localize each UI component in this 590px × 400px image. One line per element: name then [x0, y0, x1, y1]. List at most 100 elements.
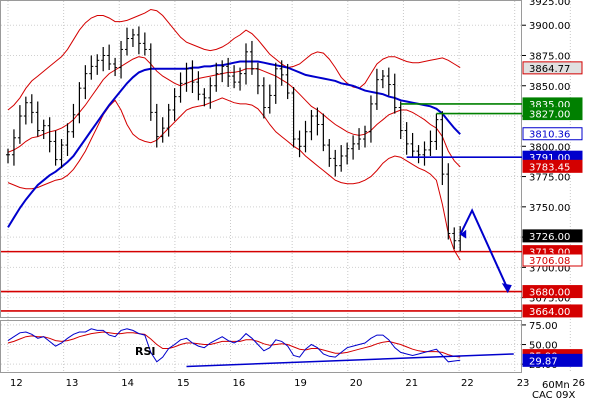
- price-bar: [255, 62, 260, 95]
- price-bar: [11, 129, 16, 166]
- price-tick-label-top: 3925.00: [529, 0, 570, 8]
- price-tag-bg: [522, 253, 583, 267]
- price-bar: [303, 120, 308, 153]
- horizontal-levels: [1, 103, 522, 312]
- price-tick-label: 3900.00: [529, 21, 570, 32]
- price-bar: [416, 145, 421, 164]
- x-tick-label: 20: [350, 378, 363, 389]
- price-bar: [202, 88, 207, 107]
- price-bar: [166, 103, 171, 137]
- price-tick-label: 3875.00: [529, 51, 570, 62]
- price-bar: [65, 123, 70, 156]
- price-bar: [309, 109, 314, 141]
- price-bar: [440, 111, 445, 186]
- price-tag: 3706.08: [522, 253, 583, 267]
- price-tag: 3783.45: [522, 159, 583, 173]
- price-tick-label: 3750.00: [529, 203, 570, 214]
- price-bar: [327, 139, 332, 167]
- price-tag-text: 3835.00: [529, 100, 570, 111]
- price-bar: [160, 117, 165, 143]
- price-bar: [363, 125, 367, 148]
- price-tick-label: 3700.00: [529, 263, 570, 274]
- timeframe-label: 60Mn: [542, 380, 570, 391]
- price-bar: [315, 107, 320, 136]
- price-bar: [357, 128, 362, 150]
- x-tick-label: 26: [572, 378, 585, 389]
- price-bar: [386, 67, 391, 96]
- price-bar: [380, 70, 385, 89]
- x-tick-label: 19: [294, 378, 307, 389]
- price-bar: [47, 117, 52, 153]
- price-bar: [23, 96, 28, 125]
- vertical-grid: [7, 1, 571, 372]
- price-bar: [6, 148, 10, 164]
- price-bar: [404, 122, 409, 155]
- rsi-panel-frame: [0, 320, 522, 373]
- price-bar: [261, 77, 266, 119]
- price-bar: [249, 40, 254, 75]
- price-tag-bg: [522, 229, 583, 243]
- price-tick-label: 3850.00: [529, 82, 570, 93]
- price-bar: [107, 44, 112, 71]
- price-bar: [95, 54, 100, 75]
- price-bar: [172, 88, 177, 121]
- price-bar: [17, 105, 22, 144]
- rsi-line: [7, 328, 461, 363]
- x-tick-label: 23: [517, 378, 530, 389]
- price-bar: [35, 101, 40, 137]
- rsi-lines: [7, 328, 514, 368]
- price-tag-text: 3680.00: [529, 288, 570, 299]
- price-panel-frame: [0, 0, 522, 318]
- rsi-signal-line: [7, 331, 461, 358]
- price-tag: 3864.77: [522, 61, 583, 75]
- price-bar: [53, 130, 58, 166]
- x-tick-label: 21: [405, 378, 418, 389]
- x-axis: 12 13 14 15 16 19 20 21 22 23 26: [10, 378, 585, 389]
- price-bar: [428, 130, 433, 156]
- x-tick-label: 16: [233, 378, 246, 389]
- arrow-path: [459, 208, 509, 290]
- arrow-head: [501, 283, 512, 294]
- price-bar: [142, 32, 147, 56]
- price-bar: [244, 43, 248, 85]
- price-tag-text: 3791.00: [529, 153, 570, 164]
- price-bar: [101, 47, 106, 72]
- rsi-tag-bg: [522, 353, 583, 367]
- price-tag-text: 3783.45: [529, 162, 570, 173]
- price-tag-text: 3864.77: [529, 64, 570, 75]
- price-tag: 3827.00: [522, 107, 583, 121]
- ma-line: [7, 60, 461, 228]
- price-bar: [59, 139, 64, 169]
- price-tag-text: 3726.00: [529, 232, 570, 243]
- price-bar: [130, 28, 135, 48]
- price-bar: [226, 57, 231, 87]
- price-bar: [333, 149, 338, 177]
- price-tag-text: 3706.08: [529, 256, 570, 267]
- rsi-tag: 29.87: [522, 353, 583, 367]
- x-tick-label: 13: [66, 378, 79, 389]
- rsi-tick-label: 75.00: [529, 321, 558, 332]
- price-bar: [178, 72, 183, 103]
- price-bar: [154, 103, 159, 148]
- price-bar: [345, 142, 350, 165]
- price-bar: [119, 40, 124, 79]
- x-tick-label: 15: [177, 378, 190, 389]
- x-tick-label: 22: [461, 378, 474, 389]
- price-tag: 3726.00: [522, 229, 583, 243]
- price-bar: [279, 60, 284, 86]
- price-bar: [410, 132, 415, 158]
- price-bar: [297, 130, 302, 158]
- price-bar: [351, 135, 356, 160]
- price-bar: [446, 163, 451, 240]
- price-bar: [220, 60, 225, 83]
- rsi-tick-label: 50.00: [529, 341, 558, 352]
- price-bar: [232, 65, 237, 89]
- price-bar: [41, 119, 46, 140]
- price-bar: [148, 43, 153, 121]
- bollinger-bands: [7, 8, 461, 261]
- price-bar: [374, 68, 379, 110]
- bollinger-lower: [7, 97, 461, 261]
- price-bar: [71, 103, 76, 138]
